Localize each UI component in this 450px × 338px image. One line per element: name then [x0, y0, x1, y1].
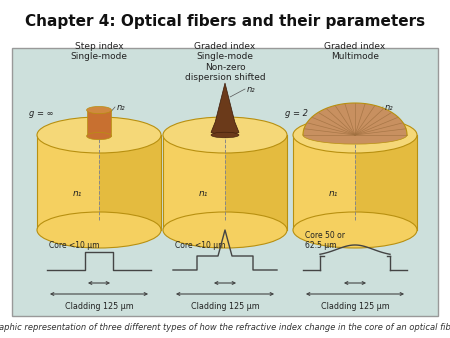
Text: g = ∞: g = ∞ [29, 108, 54, 118]
Text: g = 2: g = 2 [285, 108, 308, 118]
Text: Core 50 or
62.5 μm: Core 50 or 62.5 μm [305, 231, 345, 250]
Polygon shape [37, 135, 161, 230]
Text: n₁: n₁ [198, 189, 208, 198]
Polygon shape [225, 135, 287, 230]
Ellipse shape [163, 212, 287, 248]
Text: Chapter 4: Optical fibers and their parameters: Chapter 4: Optical fibers and their para… [25, 14, 425, 29]
Ellipse shape [37, 212, 161, 248]
Polygon shape [293, 135, 417, 230]
Ellipse shape [86, 106, 112, 114]
Polygon shape [99, 135, 161, 230]
Text: n₂: n₂ [385, 102, 394, 112]
Text: Graphic representation of three different types of how the refractive index chan: Graphic representation of three differen… [0, 323, 450, 332]
Polygon shape [163, 135, 287, 230]
Ellipse shape [86, 132, 112, 140]
Ellipse shape [211, 132, 239, 138]
Polygon shape [303, 103, 407, 135]
FancyBboxPatch shape [12, 48, 438, 316]
Ellipse shape [303, 126, 407, 144]
Text: Core <10 μm: Core <10 μm [49, 241, 99, 250]
Text: Cladding 125 μm: Cladding 125 μm [320, 302, 389, 311]
Text: Graded index
Multimode: Graded index Multimode [324, 42, 386, 62]
Text: Graded index
Single-mode
Non-zero
dispersion shifted: Graded index Single-mode Non-zero disper… [184, 42, 266, 82]
Text: n₂: n₂ [117, 102, 126, 112]
Ellipse shape [293, 117, 417, 153]
Ellipse shape [293, 212, 417, 248]
Text: Cladding 125 μm: Cladding 125 μm [65, 302, 133, 311]
Ellipse shape [163, 117, 287, 153]
Text: Core <10 μm: Core <10 μm [175, 241, 225, 250]
Ellipse shape [37, 117, 161, 153]
Text: n₁: n₁ [72, 189, 82, 198]
Polygon shape [355, 135, 417, 230]
Text: n₂: n₂ [247, 84, 256, 94]
Polygon shape [211, 83, 239, 135]
Text: Cladding 125 μm: Cladding 125 μm [191, 302, 259, 311]
Text: n₁: n₁ [328, 189, 338, 198]
Polygon shape [86, 110, 112, 136]
Text: Step index
Single-mode: Step index Single-mode [71, 42, 127, 62]
